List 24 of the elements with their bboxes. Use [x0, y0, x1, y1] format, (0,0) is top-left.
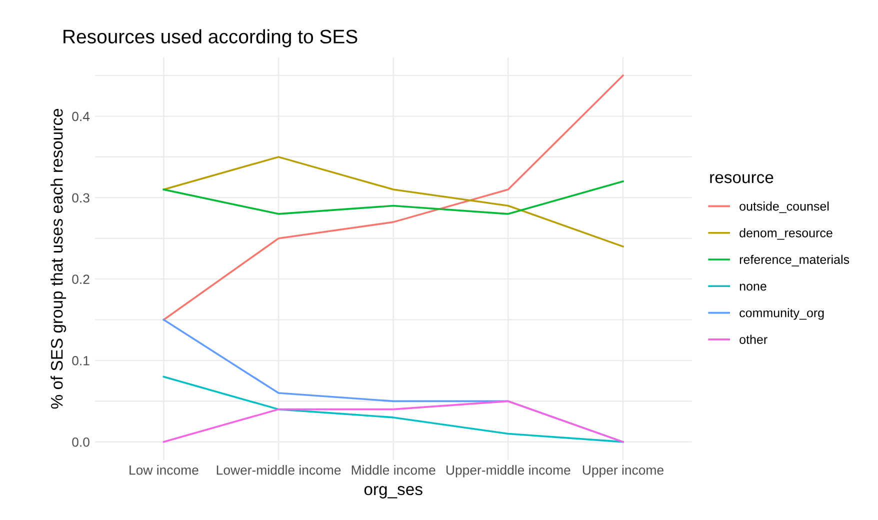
- y-tick-label: 0.2: [72, 274, 90, 284]
- x-tick-label: Low income: [130, 465, 198, 475]
- line-series: [162, 74, 624, 321]
- line-series: [162, 156, 624, 248]
- legend-title: resource: [710, 174, 774, 184]
- y-axis-title: % of SES group that uses each resource: [50, 108, 66, 409]
- legend-label: denom_resource: [740, 228, 832, 240]
- y-tick-label: 0.0: [72, 437, 90, 447]
- x-tick-label: Upper-middle income: [446, 465, 570, 478]
- legend-label: other: [740, 334, 768, 344]
- line-series: [162, 376, 624, 443]
- x-tick-label: Upper income: [582, 465, 664, 478]
- legend-label: community_org: [740, 308, 824, 320]
- x-tick-label: Middle income: [352, 465, 436, 475]
- x-axis-title: org_ses: [364, 486, 422, 498]
- legend-label: none: [740, 284, 766, 291]
- y-tick-label: 0.3: [72, 193, 90, 203]
- legend-label: outside_counsel: [740, 202, 829, 214]
- y-tick-label: 0.4: [72, 112, 90, 122]
- x-tick-label: Lower-middle income: [216, 465, 341, 475]
- line-series: [162, 180, 624, 215]
- y-tick-label: 0.1: [72, 356, 90, 366]
- chart-title: Resources used according to SES: [64, 29, 358, 48]
- legend-label: reference_materials: [740, 254, 850, 266]
